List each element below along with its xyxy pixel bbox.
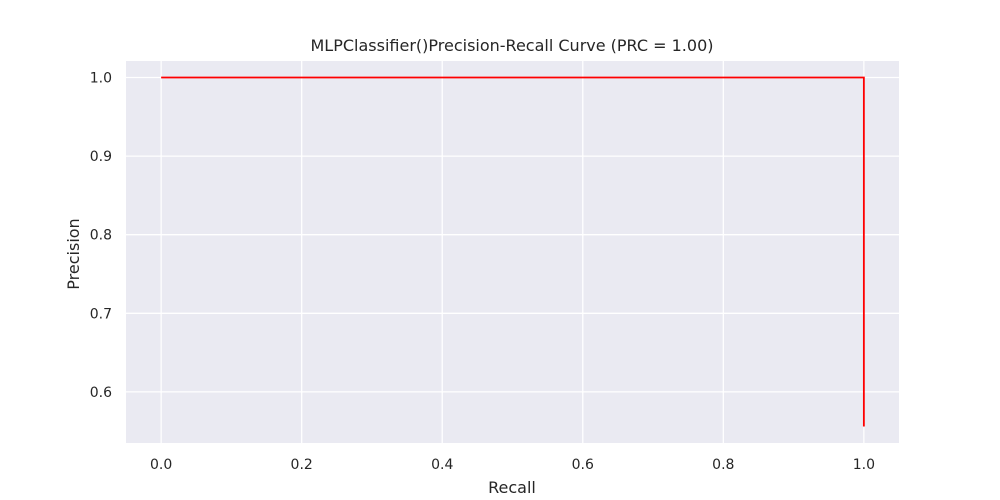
chart-title: MLPClassifier()Precision-Recall Curve (P… <box>311 36 714 55</box>
series-group <box>161 76 865 427</box>
x-tick-label: 0.2 <box>291 457 313 473</box>
x-tick-labels: 0.0 0.2 0.4 0.6 0.8 1.0 <box>150 457 875 473</box>
x-tick-label: 1.0 <box>853 457 875 473</box>
plot-area <box>126 61 899 443</box>
y-tick-label: 1.0 <box>90 71 112 87</box>
x-tick-label: 0.0 <box>150 457 172 473</box>
y-axis-label: Precision <box>64 218 83 289</box>
x-tick-label: 0.6 <box>572 457 594 473</box>
y-tick-label: 0.8 <box>90 228 112 244</box>
x-tick-label: 0.4 <box>431 457 453 473</box>
pr-curve-line <box>161 76 865 427</box>
y-tick-label: 0.6 <box>90 385 112 401</box>
y-tick-label: 0.7 <box>90 306 112 322</box>
x-tick-label: 0.8 <box>712 457 734 473</box>
y-tick-label: 0.9 <box>90 149 112 165</box>
x-axis-label: Recall <box>488 478 536 497</box>
y-tick-labels: 0.6 0.7 0.8 0.9 1.0 <box>90 71 112 401</box>
